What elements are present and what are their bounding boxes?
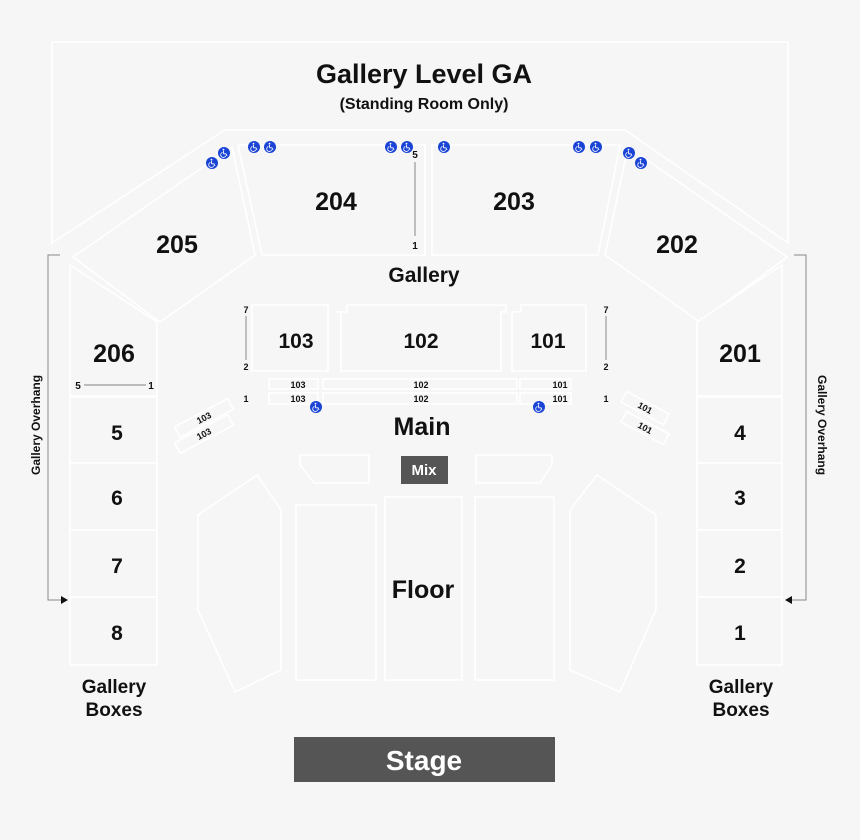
wheelchair-icon (532, 400, 546, 414)
section-203[interactable] (431, 144, 621, 256)
row-label: 101 (552, 394, 567, 404)
row-label: 1 (243, 394, 248, 404)
floor-riser-left[interactable] (299, 454, 370, 484)
row-label: 103 (290, 394, 305, 404)
floor-side-left[interactable] (197, 473, 282, 694)
row-101-1[interactable] (519, 392, 572, 405)
gallery-overhang-right: Gallery Overhang (815, 375, 829, 475)
section-206-label: 206 (93, 340, 135, 368)
gallery-box-label: 6 (111, 487, 123, 510)
section-101-label: 101 (530, 330, 565, 353)
gallery-boxes-label: Boxes (85, 700, 142, 721)
stage-label: Stage (386, 745, 462, 776)
gallery-box-3[interactable] (696, 462, 783, 531)
mix-booth (401, 456, 448, 484)
floor-side-right[interactable] (569, 473, 657, 694)
gallery-overhang-left: Gallery Overhang (29, 375, 43, 475)
ga-subtitle: (Standing Room Only) (340, 96, 509, 113)
arrow-left-icon (785, 596, 792, 604)
gallery-box-label: 7 (111, 555, 123, 578)
gallery-box-label: 3 (734, 487, 746, 510)
gallery-box-2[interactable] (696, 529, 783, 598)
floor-section-right[interactable] (474, 496, 555, 681)
row-label: 1 (148, 381, 154, 392)
gallery-box-label: 2 (734, 555, 746, 578)
side-row-right-1[interactable]: 101 (619, 390, 671, 426)
section-102[interactable] (335, 304, 507, 372)
main-label: Main (394, 413, 451, 441)
wheelchair-icon (247, 140, 261, 154)
section-205[interactable] (71, 145, 256, 323)
section-103[interactable] (251, 304, 329, 372)
arrow-right-icon (61, 596, 68, 604)
section-201[interactable] (696, 263, 783, 397)
floor-label: Floor (392, 576, 455, 604)
section-204[interactable] (237, 144, 426, 256)
wheelchair-icon (589, 140, 603, 154)
wheelchair-icon (217, 146, 231, 160)
row-label: 1 (603, 394, 608, 404)
row-label: 102 (413, 380, 428, 390)
gallery-box-label: 8 (111, 622, 123, 645)
side-row-left-1[interactable]: 103 (173, 397, 235, 439)
row-103-1[interactable] (268, 392, 319, 405)
wheelchair-icon (263, 140, 277, 154)
row-label: 2 (243, 362, 248, 372)
row-label: 101 (552, 380, 567, 390)
section-206[interactable] (69, 263, 158, 397)
gallery-box-label: 4 (734, 422, 746, 445)
gallery-box-label: 1 (734, 622, 746, 645)
wheelchair-icon (634, 156, 648, 170)
gallery-boxes-label: Gallery (82, 677, 147, 698)
gallery-boxes-label: Gallery (709, 677, 774, 698)
row-label: 7 (243, 305, 248, 315)
section-204-label: 204 (315, 188, 357, 216)
row-label: 102 (413, 394, 428, 404)
wheelchair-icon (437, 140, 451, 154)
gallery-label: Gallery (388, 264, 460, 287)
gallery-box-1[interactable] (696, 596, 783, 666)
overhang-bracket-left (47, 254, 62, 601)
row-101-2[interactable] (519, 378, 572, 390)
stage (294, 737, 555, 782)
wheelchair-icon (400, 140, 414, 154)
section-102-label: 102 (403, 330, 438, 353)
gallery-box-4[interactable] (696, 396, 783, 464)
gallery-boxes-label: Boxes (712, 700, 769, 721)
ga-title: Gallery Level GA (316, 59, 532, 89)
row-label: 5 (75, 381, 81, 392)
gallery-box-label: 5 (111, 422, 123, 445)
side-row-right-2[interactable]: 101 (619, 410, 671, 446)
wheelchair-icon (572, 140, 586, 154)
floor-section-left[interactable] (295, 504, 377, 681)
wheelchair-icon (622, 146, 636, 160)
overhang-bracket-right (792, 254, 807, 601)
row-label: 7 (603, 305, 608, 315)
mix-label: Mix (411, 462, 437, 479)
section-103-label: 103 (278, 330, 313, 353)
gallery-box-8[interactable] (69, 596, 158, 666)
row-102-1[interactable] (322, 392, 518, 405)
row-label: 103 (290, 380, 305, 390)
section-101[interactable] (511, 304, 587, 372)
floor-section-center[interactable] (384, 496, 463, 681)
wheelchair-icon (309, 400, 323, 414)
section-203-label: 203 (493, 188, 535, 216)
section-205-label: 205 (156, 231, 198, 259)
row-label-top: 5 (412, 150, 418, 161)
floor-riser-right[interactable] (475, 454, 553, 484)
side-row-left-2[interactable]: 103 (173, 413, 235, 455)
section-201-label: 201 (719, 340, 761, 368)
row-label: 2 (603, 362, 608, 372)
gallery-ga-area[interactable] (51, 41, 789, 245)
row-103-2[interactable] (268, 378, 319, 390)
row-102-2[interactable] (322, 378, 518, 390)
section-202-label: 202 (656, 231, 698, 259)
wheelchair-icon (205, 156, 219, 170)
wheelchair-icon (384, 140, 398, 154)
row-label-bottom: 1 (412, 241, 418, 252)
